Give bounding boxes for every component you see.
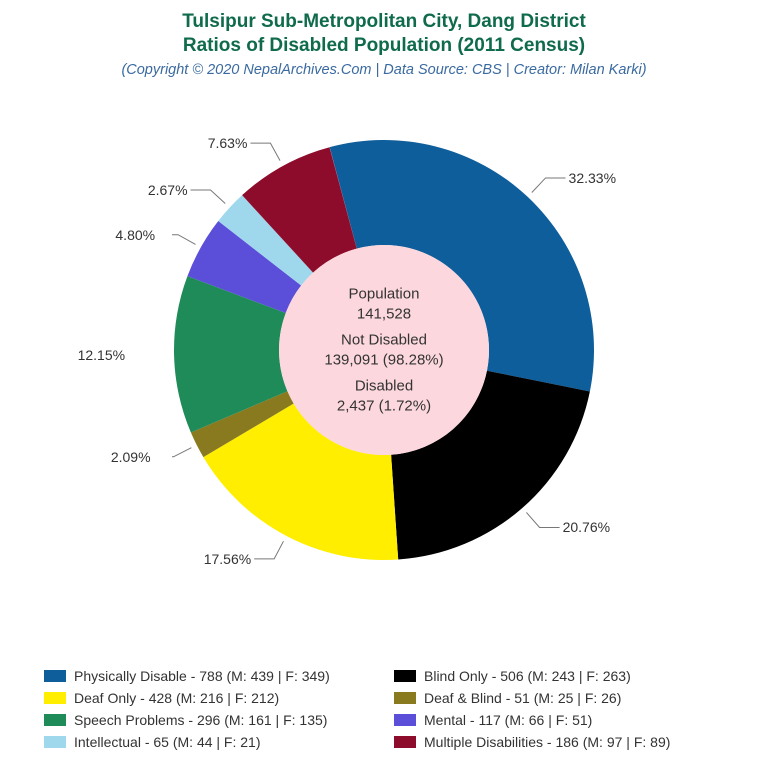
slice-label: 20.76%	[563, 519, 610, 535]
legend-label: Mental - 117 (M: 66 | F: 51)	[424, 712, 592, 728]
slice-label: 17.56%	[204, 551, 251, 567]
legend-item: Deaf Only - 428 (M: 216 | F: 212)	[44, 690, 374, 706]
center-notdis-label: Not Disabled	[284, 331, 484, 351]
title-line-1: Tulsipur Sub-Metropolitan City, Dang Dis…	[0, 10, 768, 34]
legend-label: Physically Disable - 788 (M: 439 | F: 34…	[74, 668, 330, 684]
legend-item: Deaf & Blind - 51 (M: 25 | F: 26)	[394, 690, 724, 706]
legend-swatch	[394, 736, 416, 748]
legend-item: Multiple Disabilities - 186 (M: 97 | F: …	[394, 734, 724, 750]
slice-label: 4.80%	[115, 227, 155, 243]
legend-item: Physically Disable - 788 (M: 439 | F: 34…	[44, 668, 374, 684]
donut-chart: Population 141,528 Not Disabled 139,091 …	[0, 90, 768, 610]
legend-swatch	[44, 736, 66, 748]
legend: Physically Disable - 788 (M: 439 | F: 34…	[44, 668, 724, 750]
slice-label: 2.09%	[111, 449, 151, 465]
center-pop-value: 141,528	[284, 304, 484, 324]
legend-swatch	[44, 670, 66, 682]
legend-label: Deaf & Blind - 51 (M: 25 | F: 26)	[424, 690, 621, 706]
legend-label: Deaf Only - 428 (M: 216 | F: 212)	[74, 690, 279, 706]
center-dis-label: Disabled	[284, 377, 484, 397]
legend-label: Speech Problems - 296 (M: 161 | F: 135)	[74, 712, 327, 728]
legend-swatch	[394, 714, 416, 726]
subtitle: (Copyright © 2020 NepalArchives.Com | Da…	[0, 62, 768, 78]
slice-label: 2.67%	[148, 182, 188, 198]
slice-label: 7.63%	[208, 135, 248, 151]
center-dis-value: 2,437 (1.72%)	[284, 396, 484, 416]
slice-label: 32.33%	[569, 170, 616, 186]
slice-label: 12.15%	[78, 347, 125, 363]
legend-label: Blind Only - 506 (M: 243 | F: 263)	[424, 668, 631, 684]
legend-item: Speech Problems - 296 (M: 161 | F: 135)	[44, 712, 374, 728]
legend-swatch	[44, 692, 66, 704]
legend-item: Intellectual - 65 (M: 44 | F: 21)	[44, 734, 374, 750]
legend-label: Multiple Disabilities - 186 (M: 97 | F: …	[424, 734, 670, 750]
legend-item: Blind Only - 506 (M: 243 | F: 263)	[394, 668, 724, 684]
legend-swatch	[44, 714, 66, 726]
legend-swatch	[394, 670, 416, 682]
center-pop-label: Population	[284, 285, 484, 305]
center-text: Population 141,528 Not Disabled 139,091 …	[284, 278, 484, 423]
legend-item: Mental - 117 (M: 66 | F: 51)	[394, 712, 724, 728]
title-line-2: Ratios of Disabled Population (2011 Cens…	[0, 34, 768, 58]
title-block: Tulsipur Sub-Metropolitan City, Dang Dis…	[0, 0, 768, 78]
center-notdis-value: 139,091 (98.28%)	[284, 350, 484, 370]
legend-label: Intellectual - 65 (M: 44 | F: 21)	[74, 734, 261, 750]
legend-swatch	[394, 692, 416, 704]
